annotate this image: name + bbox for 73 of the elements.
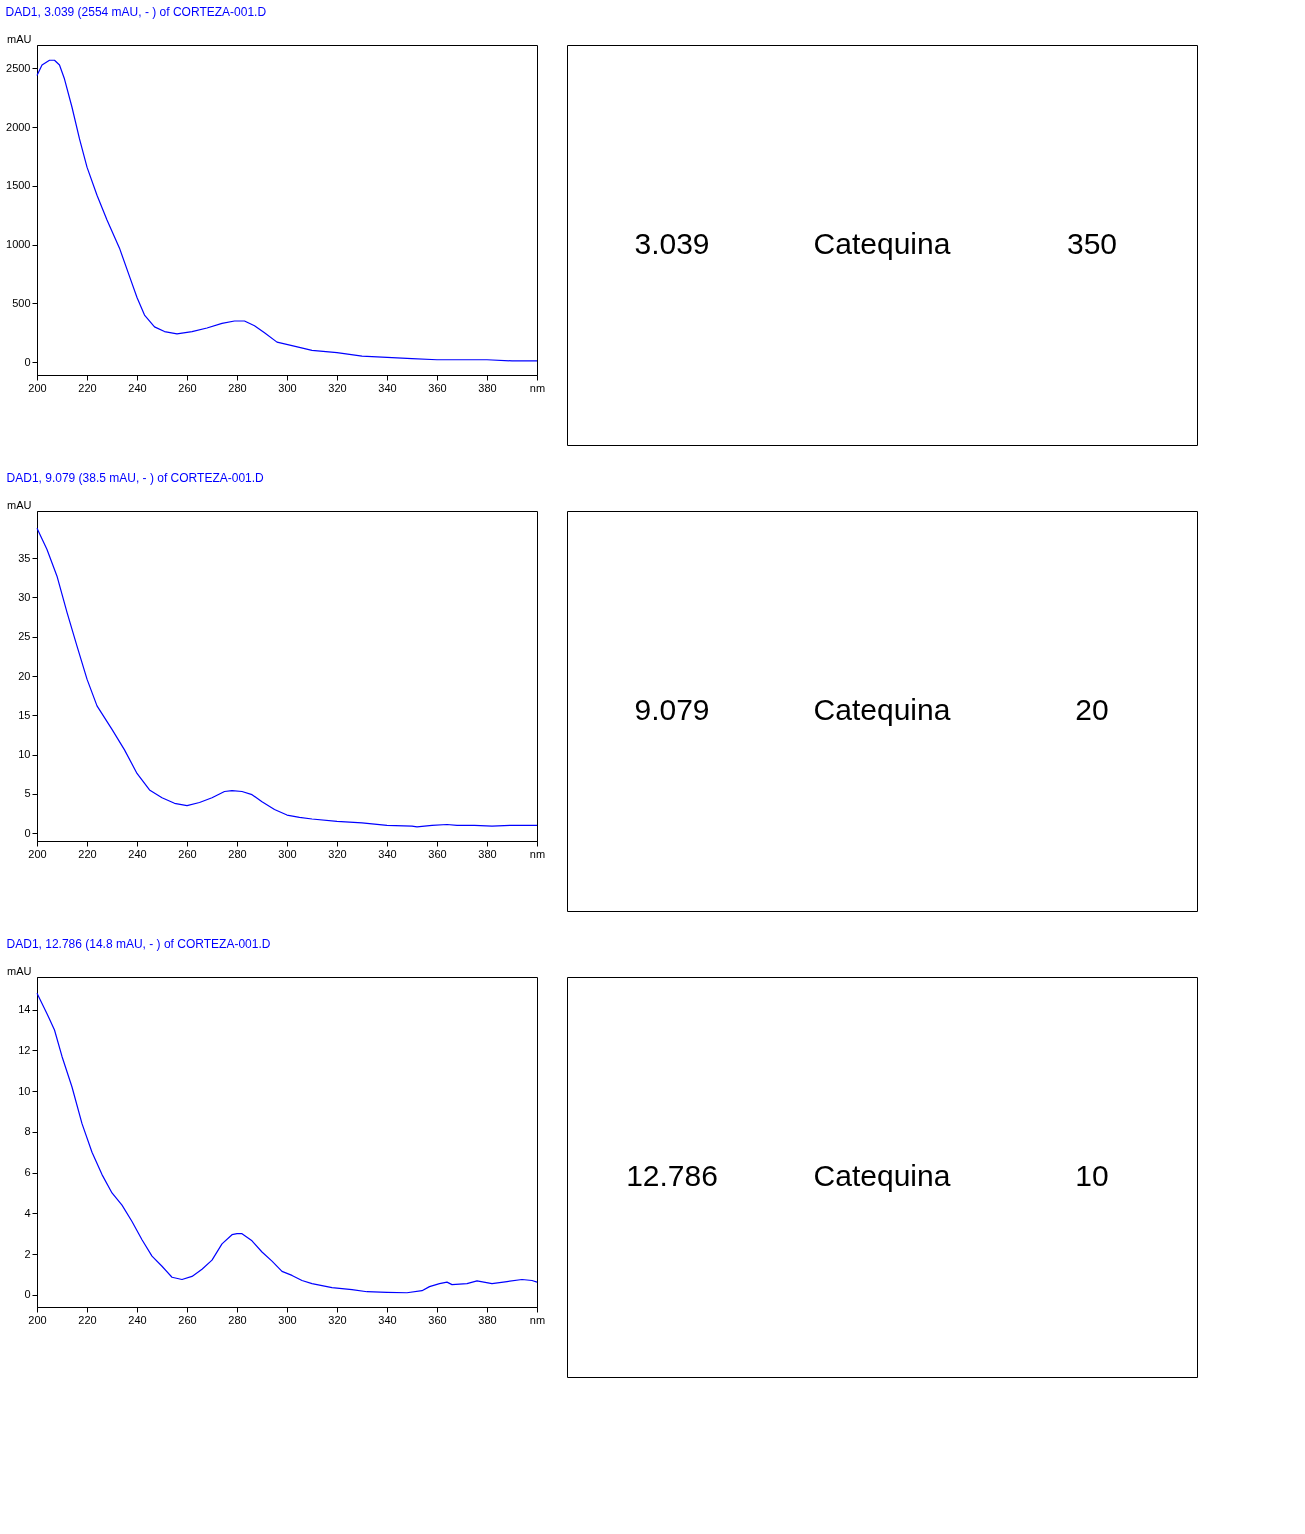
x-tick-label: 220 [78, 847, 97, 860]
y-tick-label: 8 [24, 1125, 31, 1138]
y-tick-label: 35 [18, 551, 31, 564]
y-tick-label: 1000 [6, 238, 31, 251]
y-tick-label: 6 [24, 1166, 31, 1179]
text: Catequina [813, 227, 951, 260]
text: 12.786 [626, 1159, 718, 1192]
x-tick-label: 260 [178, 1313, 197, 1326]
y-tick-label: 2500 [6, 61, 31, 74]
y-tick-label: 5 [24, 787, 31, 800]
x-tick-label: 220 [78, 1313, 97, 1326]
y-tick-label: 25 [18, 630, 31, 643]
x-tick-label: 200 [28, 381, 47, 394]
y-axis-title: mAU [7, 32, 32, 45]
x-tick-label: 320 [328, 381, 347, 394]
y-tick-label: 10 [18, 748, 31, 761]
x-tick-label: 240 [128, 381, 147, 394]
line-series [36, 992, 538, 1294]
x-tick-label: 380 [478, 1313, 497, 1326]
y-tick-label: 0 [24, 355, 31, 368]
y-tick-label: 15 [18, 708, 31, 721]
y-tick-label: 14 [18, 1003, 31, 1016]
x-tick-label: 240 [128, 847, 147, 860]
x-tick-label: nm [529, 1313, 546, 1326]
x-tick-label: 280 [228, 381, 247, 394]
x-tick-label: 320 [328, 847, 347, 860]
x-tick-label: 360 [428, 847, 447, 860]
y-axis-title: mAU [7, 498, 32, 511]
x-tick-label: 340 [378, 381, 397, 394]
chart-title: DAD1, 9.079 (38.5 mAU, - ) of CORTEZA-001.D [6, 471, 265, 485]
y-tick-label: 2000 [6, 120, 31, 133]
y-tick-label: 12 [18, 1043, 31, 1056]
x-tick-label: nm [529, 381, 546, 394]
y-tick-label: 0 [24, 1288, 31, 1301]
x-tick-label: 380 [478, 381, 497, 394]
text: Catequina [813, 693, 951, 726]
x-tick-label: 340 [378, 847, 397, 860]
x-tick-label: 260 [178, 381, 197, 394]
x-tick-label: 320 [328, 1313, 347, 1326]
text: 9.079 [634, 693, 710, 726]
x-tick-label: 200 [28, 847, 47, 860]
line-series [36, 59, 538, 362]
x-tick-label: nm [529, 847, 546, 860]
x-tick-label: 260 [178, 847, 197, 860]
y-tick-label: 10 [18, 1084, 31, 1097]
x-tick-label: 300 [278, 847, 297, 860]
chart-title: DAD1, 12.786 (14.8 mAU, - ) of CORTEZA-001.D [6, 937, 271, 951]
y-tick-label: 20 [18, 669, 31, 682]
y-tick-label: 2 [24, 1247, 31, 1260]
x-tick-label: 360 [428, 381, 447, 394]
x-tick-label: 240 [128, 1313, 147, 1326]
text: 20 [1075, 693, 1109, 726]
x-tick-label: 200 [28, 1313, 47, 1326]
x-tick-label: 380 [478, 847, 497, 860]
x-tick-label: 360 [428, 1313, 447, 1326]
y-tick-label: 500 [12, 296, 31, 309]
x-tick-label: 340 [378, 1313, 397, 1326]
chart-title: DAD1, 3.039 (2554 mAU, - ) of CORTEZA-001.D [5, 5, 267, 19]
x-tick-label: 300 [278, 381, 297, 394]
text: 3.039 [634, 227, 710, 260]
text: 10 [1075, 1159, 1109, 1192]
y-tick-label: 30 [18, 590, 31, 603]
x-tick-label: 280 [228, 1313, 247, 1326]
text: 350 [1066, 227, 1118, 260]
y-tick-label: 1500 [6, 179, 31, 192]
text: Catequina [813, 1159, 951, 1192]
y-axis-title: mAU [7, 964, 32, 977]
y-tick-label: 0 [24, 826, 31, 839]
x-tick-label: 300 [278, 1313, 297, 1326]
x-tick-label: 220 [78, 381, 97, 394]
line-series [36, 527, 538, 828]
x-tick-label: 280 [228, 847, 247, 860]
y-tick-label: 4 [24, 1206, 31, 1219]
